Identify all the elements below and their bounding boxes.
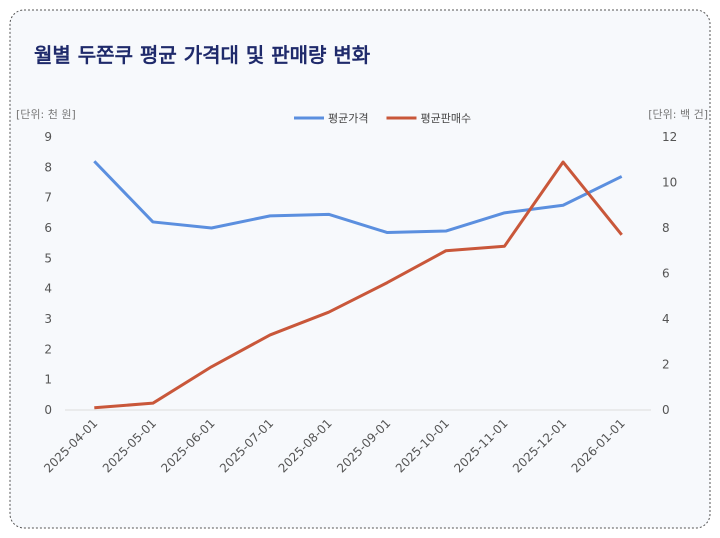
y-tick-label: 1 (44, 373, 52, 387)
y-tick-label: 4 (44, 282, 52, 296)
y2-tick-label: 10 (662, 176, 677, 190)
y-tick-label: 9 (44, 130, 52, 144)
line-series (93, 160, 623, 235)
legend-label: 평균판매수 (420, 112, 471, 125)
y-tick-label: 8 (44, 160, 52, 174)
y-tick-label: 7 (44, 191, 52, 205)
y2-tick-label: 8 (662, 221, 670, 235)
y2-tick-label: 0 (662, 403, 670, 417)
y2-tick-label: 12 (662, 130, 677, 144)
legend-label: 평균가격 (328, 112, 368, 125)
y-axis-label: [단위: 천 원] (16, 107, 76, 121)
y2-tick-label: 4 (662, 312, 670, 326)
y2-axis-label: [단위: 백 건] (648, 108, 708, 121)
y-tick-label: 0 (44, 403, 52, 417)
card (9, 9, 711, 529)
y-tick-label: 3 (44, 312, 52, 326)
y-tick-label: 5 (44, 251, 52, 265)
chart-title: 월별 두쫀쿠 평균 가격대 및 판매량 변화 (34, 43, 371, 67)
y-tick-label: 6 (44, 221, 52, 235)
y-tick-label: 2 (44, 342, 52, 356)
y2-tick-label: 2 (662, 358, 670, 372)
line-series (94, 160, 623, 410)
y2-tick-label: 6 (662, 267, 670, 281)
